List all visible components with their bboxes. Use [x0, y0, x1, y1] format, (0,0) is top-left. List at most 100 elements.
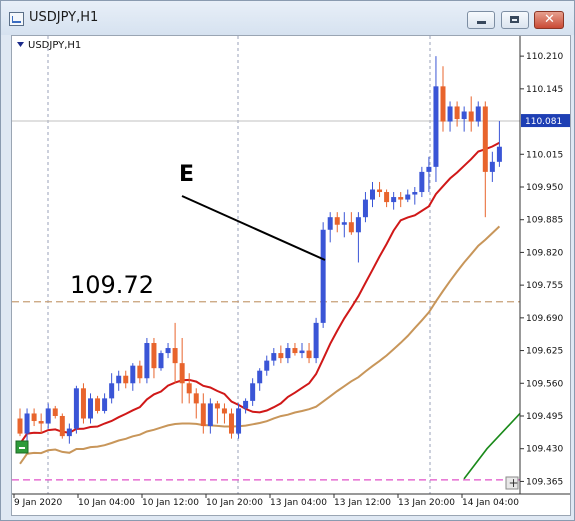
candle [292, 343, 298, 356]
one-click-trading-toggle[interactable] [15, 440, 29, 454]
candle-body [144, 343, 150, 379]
price-tick-label: 109.625 [526, 347, 563, 357]
close-button[interactable]: ✕ [534, 11, 564, 29]
candle-body [461, 111, 467, 120]
symbol-label: USDJPY,H1 [17, 40, 81, 51]
candle-body [419, 171, 425, 193]
annotation-level-label: 109.72 [70, 271, 154, 299]
window-title: USDJPY,H1 [29, 10, 99, 25]
candle-body [193, 393, 199, 404]
time-tick-label: 10 Jan 12:00 [142, 498, 199, 508]
candle [341, 212, 347, 238]
candle-body [468, 111, 474, 122]
candle-body [433, 86, 439, 167]
annotation-letter: E [179, 162, 194, 187]
candle [447, 101, 453, 132]
candle [454, 101, 460, 127]
candle [496, 121, 502, 167]
candle [80, 383, 86, 424]
minimize-icon [477, 21, 486, 24]
candle-body [370, 189, 375, 200]
candle-body [186, 383, 192, 394]
current-price-value: 110.081 [525, 117, 562, 127]
candle [384, 189, 390, 208]
candles [17, 56, 502, 444]
candle [172, 322, 178, 384]
candle-body [320, 229, 326, 323]
candle-body [116, 375, 122, 384]
candle [66, 423, 72, 444]
candle [214, 400, 220, 424]
candle-body [271, 353, 277, 361]
candle-body [489, 161, 495, 172]
close-icon: ✕ [544, 12, 555, 27]
candle [320, 222, 326, 328]
time-tick-label: 13 Jan 12:00 [334, 498, 391, 508]
candle [391, 192, 397, 210]
candle [144, 337, 150, 384]
candle-body [158, 353, 164, 369]
candle [137, 360, 143, 384]
candle-body [165, 348, 171, 354]
candle [426, 156, 432, 193]
chart-canvas[interactable]: E 109.72 USDJPY,H1 + 110.210 110.145 110.0… [12, 36, 570, 515]
candle-body [447, 106, 453, 122]
restore-button[interactable] [501, 11, 529, 29]
candle [278, 345, 284, 364]
title-bar[interactable]: USDJPY,H1 ✕ [1, 1, 574, 35]
candle [362, 192, 368, 223]
candle [207, 398, 213, 434]
price-tick-label: 109.755 [526, 281, 563, 291]
candle-body [482, 106, 488, 172]
candle-body [123, 375, 129, 384]
candle [412, 186, 418, 205]
candle-body [440, 86, 446, 122]
price-tick-label: 109.690 [526, 314, 563, 324]
candle [489, 151, 495, 182]
plus-zoom-button[interactable]: + [505, 476, 519, 490]
candle [299, 343, 305, 359]
candle [24, 408, 30, 444]
candle-body [221, 408, 227, 414]
price-chart[interactable]: E 109.72 USDJPY,H1 + 110.210 110.145 110.0… [11, 35, 571, 516]
restore-icon [510, 16, 519, 23]
minimize-button[interactable] [467, 11, 495, 29]
candle [398, 192, 404, 208]
candle [327, 212, 333, 243]
candle [59, 413, 65, 439]
price-axis[interactable]: 110.210 110.145 110.015 109.950 109.885 109.8… [520, 52, 563, 487]
candle-body [95, 398, 101, 411]
candle [95, 395, 101, 414]
candle-body [31, 413, 37, 422]
annotation-trendline[interactable] [181, 195, 326, 261]
candle [355, 212, 361, 263]
time-tick-label: 9 Jan 2020 [14, 498, 62, 508]
candle [271, 348, 277, 366]
candle [17, 408, 23, 437]
time-axis[interactable]: 9 Jan 2020 10 Jan 04:00 10 Jan 12:00 10 Jan… [13, 494, 519, 508]
candle [313, 317, 319, 364]
candle-body [278, 353, 284, 359]
candle [130, 363, 136, 391]
candle-body [229, 413, 234, 434]
candle-body [151, 343, 157, 369]
candle-body [306, 350, 312, 359]
candle-body [292, 348, 298, 354]
candle [165, 343, 171, 359]
candle [419, 166, 425, 198]
candle [306, 343, 312, 364]
price-tick-label: 109.820 [526, 248, 563, 258]
candle-body [348, 222, 354, 233]
candle [257, 368, 263, 391]
candle-body [496, 146, 502, 162]
chart-window-icon [9, 12, 24, 26]
time-tick-label: 14 Jan 04:00 [462, 498, 519, 508]
candle [264, 355, 270, 376]
price-tick-label: 109.495 [526, 412, 563, 422]
candle [370, 181, 375, 208]
candle-body [45, 408, 51, 424]
collapse-triangle-icon[interactable] [17, 42, 24, 47]
symbol-label-text: USDJPY,H1 [28, 40, 81, 51]
candle-body [137, 365, 143, 379]
slow-moving-average [19, 225, 501, 465]
